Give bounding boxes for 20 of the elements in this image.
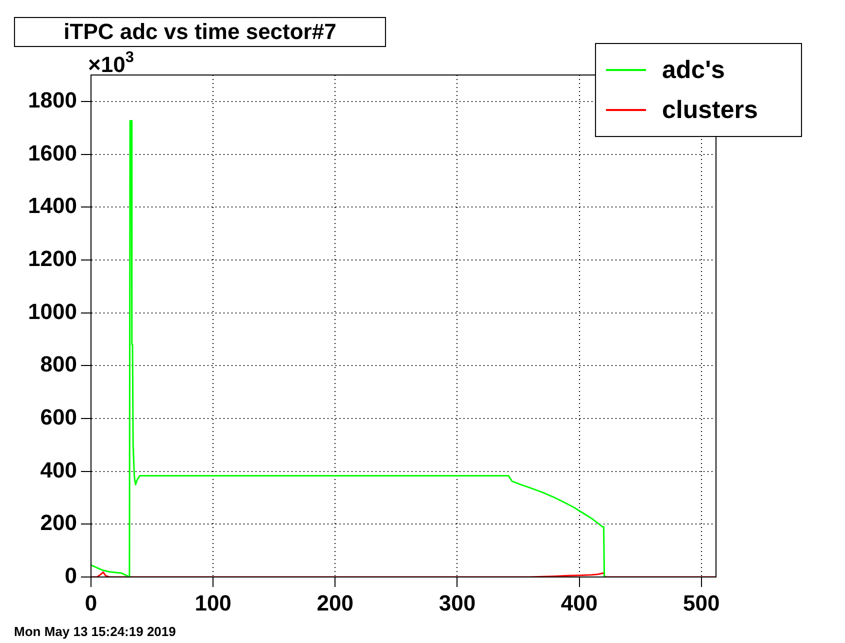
- y-tick-label: 1800: [28, 87, 77, 112]
- x-tick-label: 500: [682, 590, 720, 616]
- y-tick-label: 1600: [28, 140, 77, 166]
- y-tick-label: 1200: [28, 246, 77, 272]
- x-tick-label: 0: [84, 590, 98, 616]
- chart-title: iTPC adc vs time sector#7: [14, 17, 386, 47]
- legend-label: clusters: [662, 96, 758, 124]
- y-tick-label: 800: [40, 352, 77, 377]
- legend-label: adc's: [662, 56, 725, 84]
- y-tick-label: 1400: [28, 193, 77, 218]
- y-tick-label: 200: [40, 510, 77, 536]
- x-tick-label: 100: [194, 590, 232, 616]
- text: Mon May 13 15:24:19 2019: [14, 624, 176, 639]
- x-tick-label: 200: [316, 590, 354, 616]
- y-tick-label: 1000: [28, 298, 77, 324]
- y-tick-label: 400: [40, 457, 77, 482]
- x-tick-label: 300: [438, 590, 476, 616]
- x-tick-label: 400: [560, 590, 598, 616]
- y-tick-label: 0: [64, 563, 77, 588]
- y-tick-label: 600: [40, 404, 77, 430]
